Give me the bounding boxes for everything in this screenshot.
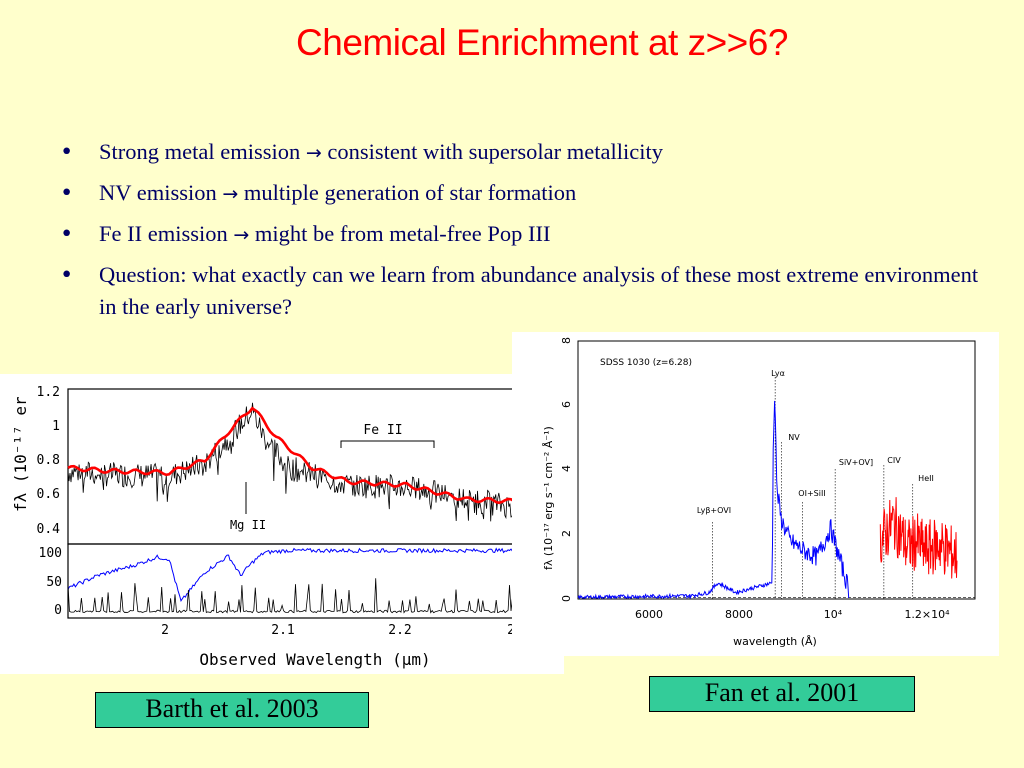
lya-label: Lyα bbox=[771, 369, 785, 378]
y-tick-label: 6 bbox=[560, 401, 573, 408]
y-tick-label: 0.6 bbox=[37, 487, 60, 502]
fan-spectrum-figure: SDSS 1030 (z=6.28) fλ (10⁻¹⁷ erg s⁻¹ cm⁻… bbox=[512, 332, 999, 656]
bullet-item: • NV emission → multiple generation of st… bbox=[60, 177, 990, 210]
bullet-dot: • bbox=[60, 262, 74, 288]
x-tick-label: 2 bbox=[507, 623, 515, 638]
citation-fan: Fan et al. 2001 bbox=[649, 676, 915, 712]
bullet-list: • Strong metal emission → consistent with… bbox=[60, 136, 990, 331]
y-tick-label: 1 bbox=[52, 419, 60, 434]
arrow-icon: → bbox=[222, 183, 239, 205]
y-tick-label: 0.4 bbox=[37, 522, 61, 537]
oi-label: OI+SiII bbox=[798, 489, 825, 498]
y-tick-label: 4 bbox=[560, 465, 573, 472]
x-axis-label: wavelength (Å) bbox=[733, 635, 817, 648]
plot-frame bbox=[577, 340, 976, 600]
bullet-dot: • bbox=[60, 221, 74, 247]
y-axis-label: fλ (10⁻¹⁷ erg s⁻¹ cm⁻² Å⁻¹) bbox=[542, 426, 555, 570]
mg-ii-label: Mg II bbox=[230, 518, 266, 532]
fe-ii-label: Fe II bbox=[363, 423, 402, 438]
y-tick-label: 1.2 bbox=[37, 385, 60, 400]
citation-barth: Barth et al. 2003 bbox=[95, 692, 369, 728]
bullet-dot: • bbox=[60, 180, 74, 206]
barth-spectrum-figure: fλ (10⁻¹⁷ er 1.2 1 0.8 0.6 0.4 100 50 0 … bbox=[0, 374, 564, 674]
bullet-item: • Question: what exactly can we learn fro… bbox=[60, 259, 990, 323]
bullet-item: • Strong metal emission → consistent with… bbox=[60, 136, 990, 169]
arrow-icon: → bbox=[305, 142, 322, 164]
bottom-panel-frame bbox=[67, 543, 515, 619]
y-axis-label: fλ (10⁻¹⁷ er bbox=[11, 396, 30, 512]
heii-label: HeII bbox=[918, 474, 934, 483]
x-tick-label: 2.2 bbox=[388, 623, 411, 638]
x-tick-label: 6000 bbox=[635, 608, 663, 621]
bullet-item: • Fe II emission → might be from metal-fr… bbox=[60, 218, 990, 251]
bullet-text: might be from metal-free Pop III bbox=[254, 221, 551, 246]
bullet-text: multiple generation of star formation bbox=[243, 180, 577, 205]
x-tick-label: 10⁴ bbox=[824, 608, 843, 621]
x-tick-label: 1.2×10⁴ bbox=[904, 608, 950, 621]
fe-ii-bracket bbox=[340, 440, 435, 448]
bullet-text: consistent with supersolar metallicity bbox=[327, 139, 663, 164]
x-tick-label: 2.1 bbox=[271, 623, 294, 638]
bullet-dot: • bbox=[60, 139, 74, 165]
slide-title: Chemical Enrichment at z>>6? bbox=[296, 22, 788, 63]
model-fit-line bbox=[67, 406, 515, 505]
observed-spectrum-line bbox=[67, 402, 515, 522]
y-tick-label: 0.8 bbox=[37, 453, 60, 468]
y-tick-label: 2 bbox=[560, 530, 573, 537]
y-tick-label: 50 bbox=[46, 575, 62, 590]
bullet-text: Fe II emission bbox=[99, 221, 228, 246]
fan-spectrum-chart: SDSS 1030 (z=6.28) fλ (10⁻¹⁷ erg s⁻¹ cm⁻… bbox=[542, 337, 976, 648]
y-tick-label: 0 bbox=[560, 595, 573, 602]
x-axis-label: Observed Wavelength (μm) bbox=[199, 650, 430, 669]
y-tick-label: 100 bbox=[39, 546, 62, 561]
nv-label: NV bbox=[788, 433, 800, 442]
transmission-line bbox=[67, 547, 515, 603]
sky-lines bbox=[67, 578, 515, 614]
arrow-icon: → bbox=[233, 224, 250, 246]
siv-label: SiV+OV] bbox=[839, 458, 873, 467]
bullet-text: Question: what exactly can we learn from… bbox=[99, 262, 979, 319]
civ-label: CIV bbox=[887, 456, 901, 465]
x-tick-label: 2 bbox=[161, 623, 169, 638]
x-tick-label: 8000 bbox=[725, 608, 753, 621]
lyb-label: Lyβ+OVI bbox=[697, 506, 731, 515]
blue-spectrum-line bbox=[577, 400, 850, 600]
bullet-text: Strong metal emission bbox=[99, 139, 301, 164]
bullet-text: NV emission bbox=[99, 180, 217, 205]
chart-title: SDSS 1030 (z=6.28) bbox=[600, 358, 692, 368]
barth-spectrum-chart: fλ (10⁻¹⁷ er 1.2 1 0.8 0.6 0.4 100 50 0 … bbox=[11, 385, 515, 669]
red-spectrum-line bbox=[879, 497, 958, 579]
top-panel-frame bbox=[67, 388, 515, 545]
y-tick-label: 8 bbox=[560, 337, 573, 344]
y-tick-label: 0 bbox=[54, 603, 62, 618]
